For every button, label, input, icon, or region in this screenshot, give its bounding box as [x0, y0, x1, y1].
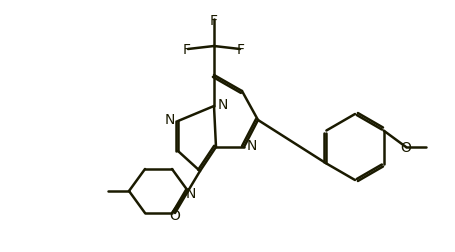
Text: F: F: [210, 14, 217, 28]
Text: N: N: [247, 138, 257, 152]
Text: N: N: [164, 113, 175, 127]
Text: O: O: [399, 140, 410, 154]
Text: F: F: [182, 43, 191, 57]
Text: F: F: [237, 43, 244, 57]
Text: N: N: [217, 98, 228, 112]
Text: N: N: [185, 186, 196, 200]
Text: O: O: [169, 208, 180, 222]
